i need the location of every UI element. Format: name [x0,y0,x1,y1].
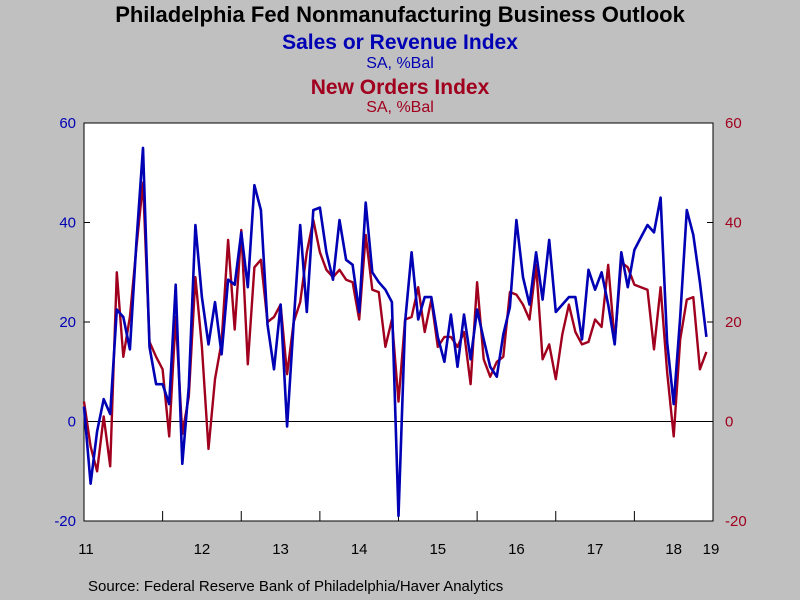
sales-revenue-line [82,146,708,518]
x-tick-label: 15 [429,541,446,558]
x-tick-label: 16 [508,541,525,558]
x-tick-label: 18 [665,541,682,558]
axes: -20 -20 0 0 20 20 40 40 60 60 11 12 13 14 15 16 17 18 19 [54,115,746,558]
plot-area [83,122,714,522]
x-tick-label: 12 [194,541,211,558]
x-tick-label: 14 [351,541,368,558]
y-tick-label-right: 60 [725,115,742,132]
source-note: Source: Federal Reserve Bank of Philadel… [88,578,504,595]
y-tick-label-right: -20 [725,513,747,530]
y-tick-label-left: 0 [68,414,76,431]
series-lines [82,146,708,518]
series-1-unit: SA, %Bal [366,55,434,72]
y-tick-label-right: 0 [725,414,733,431]
x-tick-label: 11 [78,541,94,558]
x-tick-label: 13 [272,541,289,558]
series-1-title: Sales or Revenue Index [282,31,518,54]
x-tick-label: 17 [587,541,604,558]
y-tick-label-left: 40 [59,215,76,232]
y-tick-label-left: 60 [59,115,76,132]
y-tick-label-right: 40 [725,215,742,232]
series-2-title: New Orders Index [310,76,490,99]
x-tick-label: 19 [703,541,720,558]
y-tick-label-left: -20 [54,513,76,530]
series-2-unit: SA, %Bal [366,99,434,116]
y-tick-label-left: 20 [59,314,76,331]
y-tick-label-right: 20 [725,314,742,331]
chart-title: Philadelphia Fed Nonmanufacturing Busine… [115,2,685,27]
